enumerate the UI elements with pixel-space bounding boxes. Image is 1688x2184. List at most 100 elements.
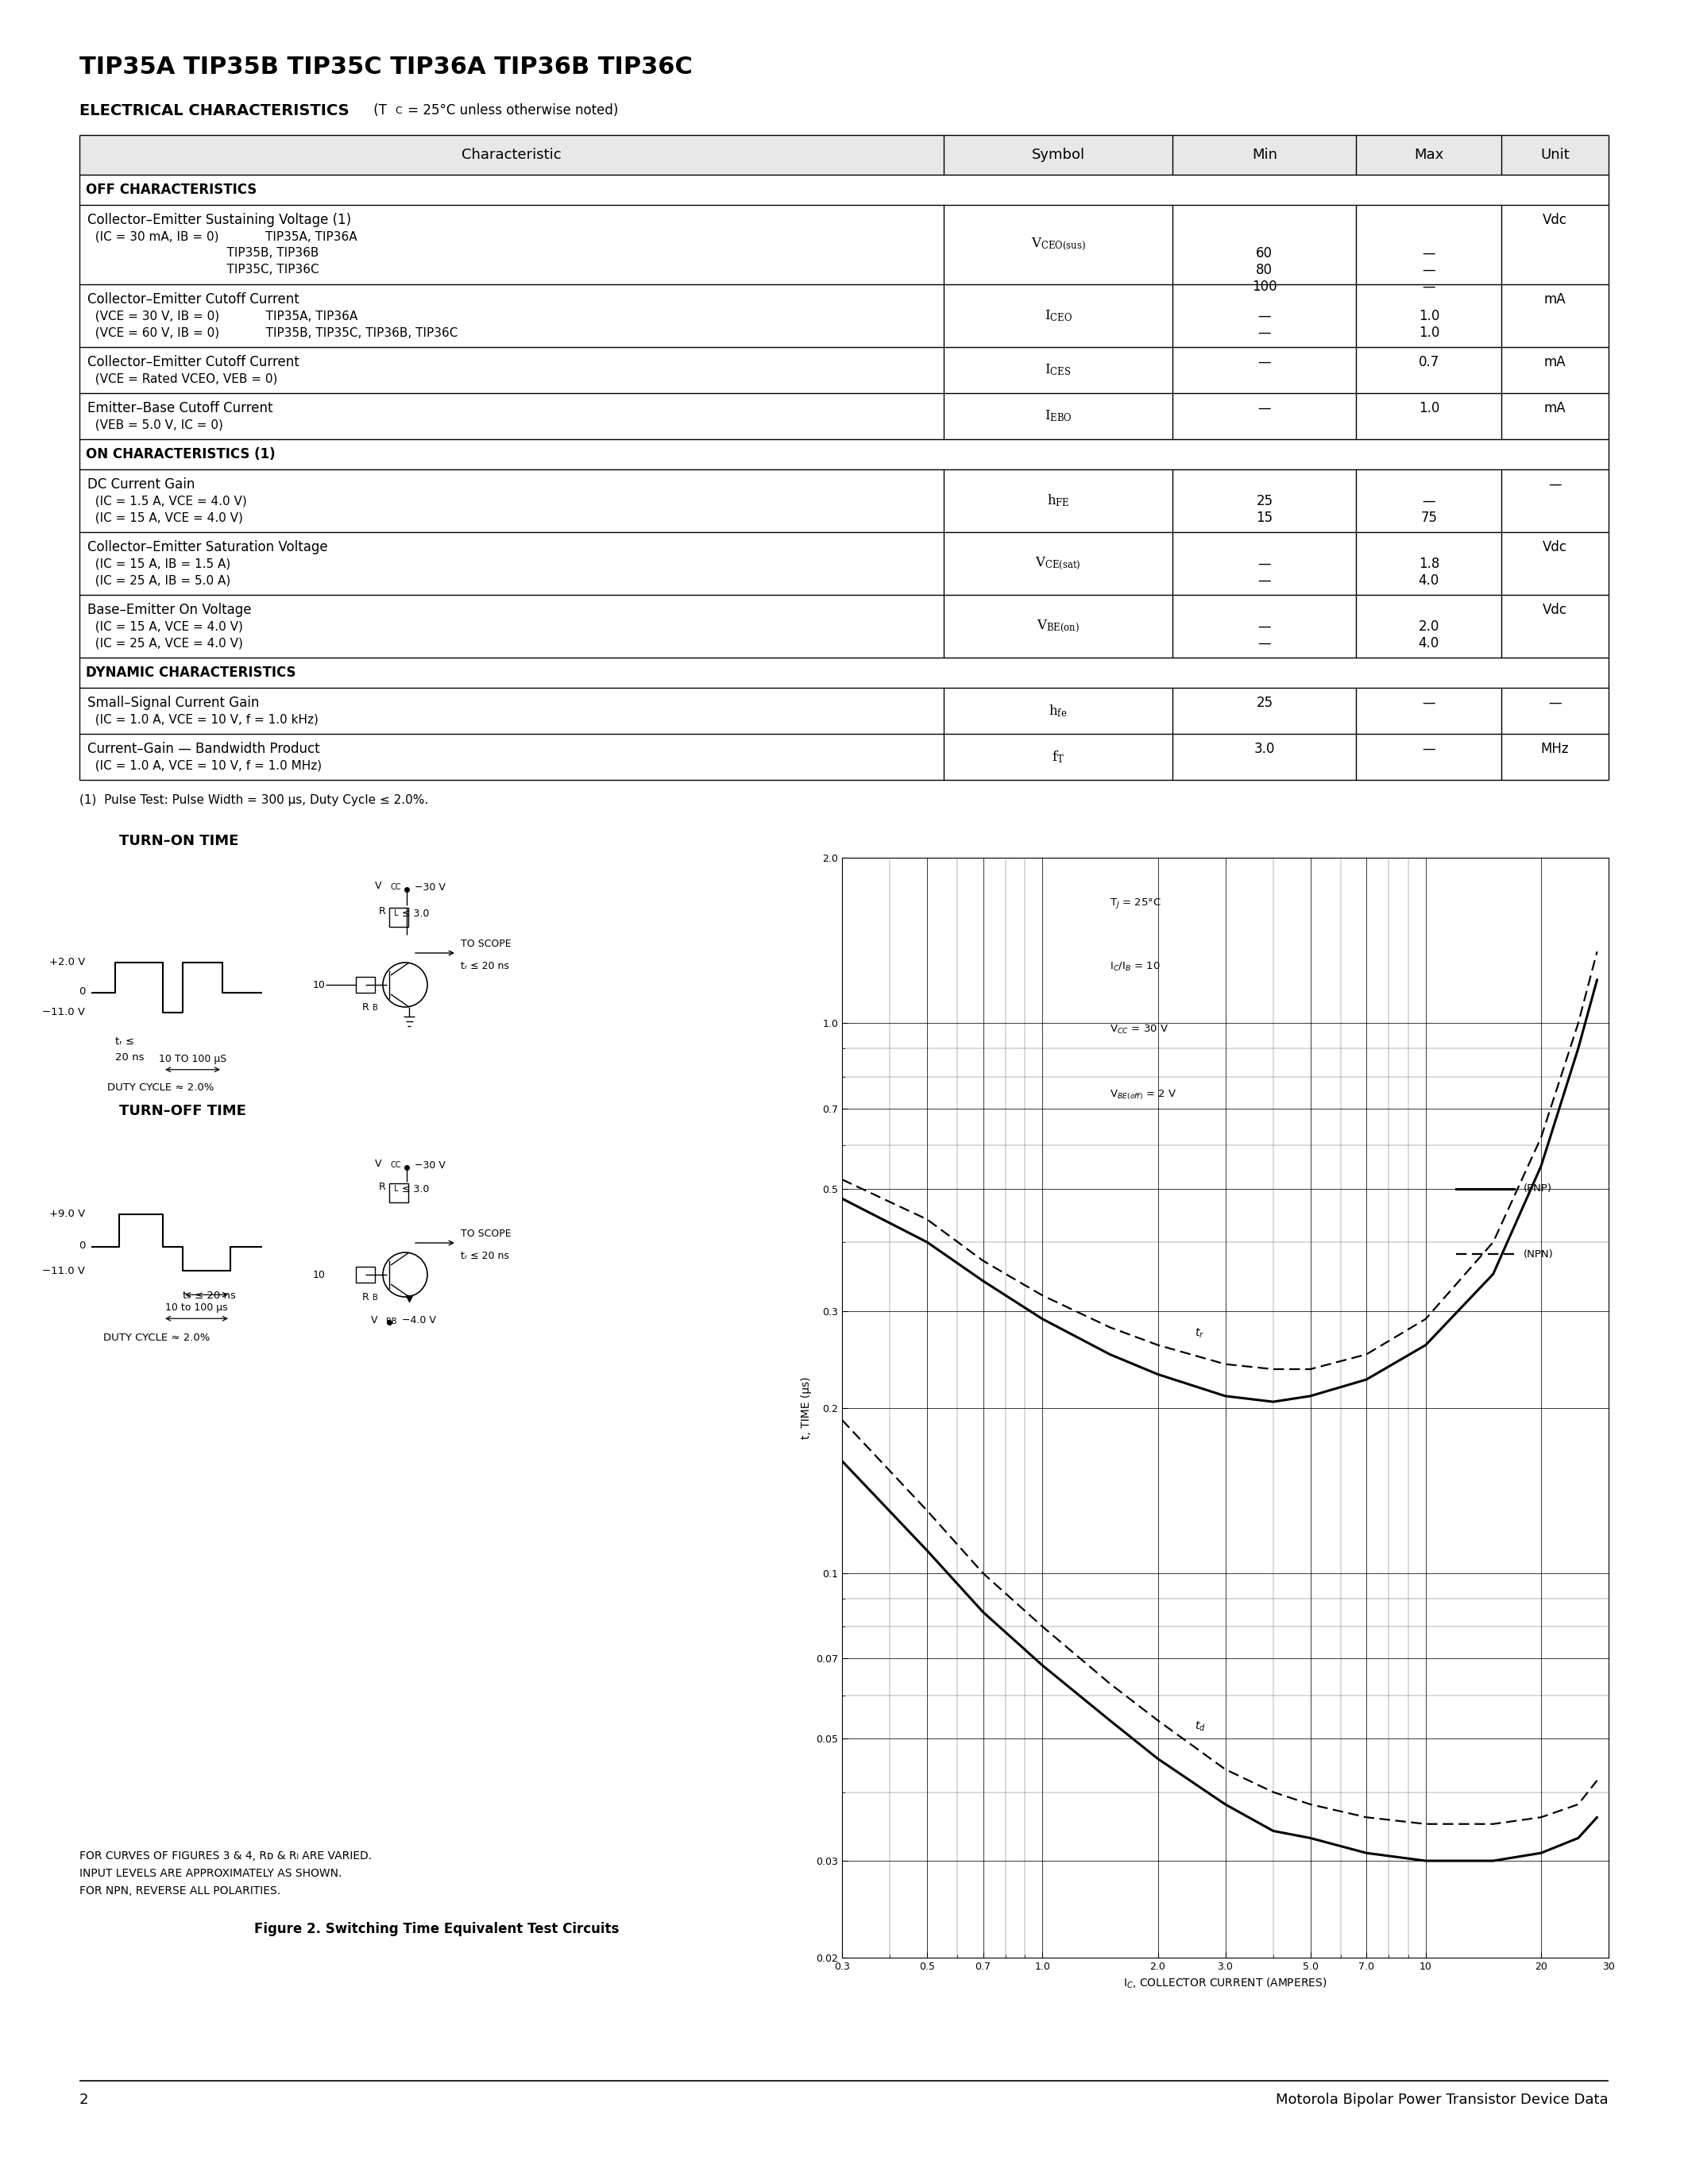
Text: ≤ 3.0: ≤ 3.0 [402,1184,429,1195]
Text: R: R [378,906,385,915]
Text: ELECTRICAL CHARACTERISTICS: ELECTRICAL CHARACTERISTICS [79,103,349,118]
Text: Figure 2. Switching Time Equivalent Test Circuits: Figure 2. Switching Time Equivalent Test… [255,1922,619,1937]
Text: (IC = 15 A, VCE = 4.0 V): (IC = 15 A, VCE = 4.0 V) [88,511,243,524]
Text: —: — [1423,247,1435,260]
Text: V$_{BE(off)}$ = 2 V: V$_{BE(off)}$ = 2 V [1111,1090,1177,1103]
Text: L: L [393,1186,398,1192]
Text: T$_J$ = 25°C: T$_J$ = 25°C [1111,898,1161,911]
Text: Characteristic: Characteristic [461,149,562,162]
Text: tᵣ ≤: tᵣ ≤ [115,1035,135,1046]
Text: (1)  Pulse Test: Pulse Width = 300 μs, Duty Cycle ≤ 2.0%.: (1) Pulse Test: Pulse Width = 300 μs, Du… [79,795,429,806]
Text: CC: CC [392,1162,402,1168]
Bar [356,1267,375,1282]
Text: (IC = 15 A, IB = 1.5 A): (IC = 15 A, IB = 1.5 A) [88,557,231,570]
Text: $\mathdefault{V_{BE(on)}}$: $\mathdefault{V_{BE(on)}}$ [1036,618,1080,633]
Text: MHz: MHz [1541,740,1570,756]
Text: mA: mA [1545,400,1566,415]
Text: $\mathdefault{V_{CEO(sus)}}$: $\mathdefault{V_{CEO(sus)}}$ [1031,236,1085,253]
Text: FOR NPN, REVERSE ALL POLARITIES.: FOR NPN, REVERSE ALL POLARITIES. [79,1885,280,1896]
Text: (IC = 25 A, IB = 5.0 A): (IC = 25 A, IB = 5.0 A) [88,574,231,585]
Text: B: B [373,1005,378,1011]
Text: TURN–ON TIME: TURN–ON TIME [120,834,238,847]
Text: 25: 25 [1256,494,1273,509]
Text: $\mathdefault{h_{FE}}$: $\mathdefault{h_{FE}}$ [1047,494,1070,509]
Bar [356,976,375,994]
Text: (VCE = 60 V, IB = 0)            TIP35B, TIP35C, TIP36B, TIP36C: (VCE = 60 V, IB = 0) TIP35B, TIP35C, TIP… [88,325,457,339]
Text: 3.0: 3.0 [1254,740,1274,756]
Text: Current–Gain — Bandwidth Product: Current–Gain — Bandwidth Product [88,740,319,756]
Text: 20 ns: 20 ns [115,1053,143,1061]
Text: V$_{CC}$ = 30 V: V$_{CC}$ = 30 V [1111,1024,1168,1035]
Text: −4.0 V: −4.0 V [398,1315,436,1326]
Text: I$_C$/I$_B$ = 10: I$_C$/I$_B$ = 10 [1111,961,1160,972]
Text: 1.0: 1.0 [1418,308,1440,323]
Text: 75: 75 [1421,511,1436,524]
Text: Emitter–Base Cutoff Current: Emitter–Base Cutoff Current [88,400,273,415]
Text: tᵣ ≤ 20 ns: tᵣ ≤ 20 ns [461,961,510,972]
Text: DUTY CYCLE ≈ 2.0%: DUTY CYCLE ≈ 2.0% [108,1083,214,1092]
Text: (NPN): (NPN) [1524,1249,1553,1260]
Text: Base–Emitter On Voltage: Base–Emitter On Voltage [88,603,252,616]
Text: 10 to 100 μs: 10 to 100 μs [165,1302,228,1313]
Text: $\mathdefault{I_{CES}}$: $\mathdefault{I_{CES}}$ [1045,363,1072,378]
Text: Vdc: Vdc [1543,539,1568,555]
Text: 4.0: 4.0 [1418,636,1440,651]
Text: V: V [371,1315,378,1326]
Text: Collector–Emitter Saturation Voltage: Collector–Emitter Saturation Voltage [88,539,327,555]
Text: 80: 80 [1256,262,1273,277]
Text: Unit: Unit [1541,149,1570,162]
Text: 1.8: 1.8 [1418,557,1440,570]
Text: −30 V: −30 V [412,882,446,893]
Bar [390,1184,408,1203]
Text: (VCE = 30 V, IB = 0)            TIP35A, TIP36A: (VCE = 30 V, IB = 0) TIP35A, TIP36A [88,310,358,321]
Text: (VCE = Rated VCEO, VEB = 0): (VCE = Rated VCEO, VEB = 0) [88,373,277,384]
Text: ≤ 3.0: ≤ 3.0 [402,909,429,919]
Text: Symbol: Symbol [1031,149,1085,162]
Text: $\mathdefault{I_{CEO}}$: $\mathdefault{I_{CEO}}$ [1045,308,1072,323]
Text: Max: Max [1415,149,1443,162]
Text: $\mathdefault{V_{CE(sat)}}$: $\mathdefault{V_{CE(sat)}}$ [1035,555,1080,572]
Text: —: — [1258,325,1271,339]
Text: 0: 0 [78,985,84,996]
Text: —: — [1258,354,1271,369]
Text: INPUT LEVELS ARE APPROXIMATELY AS SHOWN.: INPUT LEVELS ARE APPROXIMATELY AS SHOWN. [79,1867,343,1878]
Text: t$_d$: t$_d$ [1195,1721,1205,1732]
Text: 25: 25 [1256,695,1273,710]
Text: TO SCOPE: TO SCOPE [461,1230,511,1238]
Text: mA: mA [1545,293,1566,306]
Text: 10: 10 [312,1269,326,1280]
Text: mA: mA [1545,354,1566,369]
Text: —: — [1548,476,1561,491]
Text: —: — [1423,740,1435,756]
X-axis label: I$_C$, COLLECTOR CURRENT (AMPERES): I$_C$, COLLECTOR CURRENT (AMPERES) [1124,1977,1327,1990]
Text: tᵣ ≤ 20 ns: tᵣ ≤ 20 ns [461,1251,510,1260]
Text: 10 TO 100 μS: 10 TO 100 μS [159,1053,226,1064]
Text: —: — [1423,695,1435,710]
Text: Collector–Emitter Sustaining Voltage (1): Collector–Emitter Sustaining Voltage (1) [88,212,351,227]
Text: 2.0: 2.0 [1418,618,1440,633]
Text: Collector–Emitter Cutoff Current: Collector–Emitter Cutoff Current [88,354,299,369]
Bar [390,909,408,926]
Text: +2.0 V: +2.0 V [49,957,84,968]
Text: TIP35A TIP35B TIP35C TIP36A TIP36B TIP36C: TIP35A TIP35B TIP35C TIP36A TIP36B TIP36… [79,55,692,79]
Text: Small–Signal Current Gain: Small–Signal Current Gain [88,695,260,710]
Text: (VEB = 5.0 V, IC = 0): (VEB = 5.0 V, IC = 0) [88,419,223,430]
Text: Vdc: Vdc [1543,603,1568,616]
Text: $\mathdefault{h_{fe}}$: $\mathdefault{h_{fe}}$ [1048,703,1067,719]
Bar [79,135,1609,175]
Text: tₒ ≤ 20 ns: tₒ ≤ 20 ns [182,1291,236,1302]
Text: 0: 0 [78,1241,84,1251]
Text: (T: (T [370,103,387,118]
Text: (IC = 15 A, VCE = 4.0 V): (IC = 15 A, VCE = 4.0 V) [88,620,243,631]
Text: Min: Min [1252,149,1278,162]
Text: −11.0 V: −11.0 V [42,1267,84,1275]
Text: —: — [1258,636,1271,651]
Text: DUTY CYCLE ≈ 2.0%: DUTY CYCLE ≈ 2.0% [103,1332,209,1343]
Text: (IC = 1.0 A, VCE = 10 V, f = 1.0 kHz): (IC = 1.0 A, VCE = 10 V, f = 1.0 kHz) [88,714,319,725]
Text: = 25°C unless otherwise noted): = 25°C unless otherwise noted) [403,103,618,118]
Text: BB: BB [387,1317,397,1326]
Text: —: — [1258,400,1271,415]
Y-axis label: t, TIME (μs): t, TIME (μs) [800,1376,812,1439]
Text: —: — [1258,572,1271,587]
Text: 1.0: 1.0 [1418,400,1440,415]
